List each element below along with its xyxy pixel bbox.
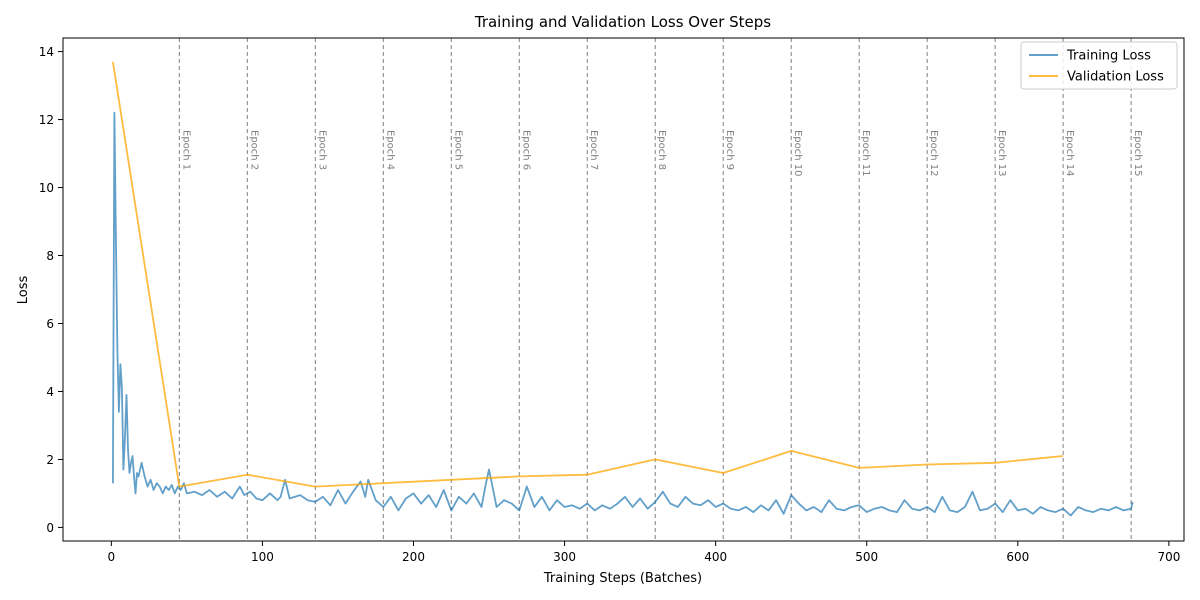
y-tick-label: 8	[46, 249, 54, 263]
x-tick-label: 600	[1006, 550, 1029, 564]
y-tick-label: 14	[39, 45, 54, 59]
epoch-label-5: Epoch 5	[452, 130, 463, 170]
epoch-label-2: Epoch 2	[248, 130, 259, 170]
legend-label-validation: Validation Loss	[1067, 70, 1164, 85]
epoch-label-10: Epoch 10	[792, 130, 803, 177]
y-tick-label: 2	[46, 453, 54, 467]
series-line-training-loss	[112, 111, 1134, 517]
y-axis-ticks: 0 2 4 6 8 10 12 14	[39, 45, 63, 535]
x-tick-label: 700	[1157, 550, 1180, 564]
epoch-label-8: Epoch 8	[656, 130, 667, 170]
legend-box	[1020, 41, 1178, 90]
epoch-label-14: Epoch 14	[1064, 130, 1075, 177]
epoch-label-6: Epoch 6	[520, 130, 531, 170]
x-tick-label: 400	[704, 550, 727, 564]
x-axis-label: Training Steps (Batches)	[543, 571, 702, 586]
x-tick-label: 500	[855, 550, 878, 564]
epoch-label-9: Epoch 9	[724, 130, 735, 170]
y-tick-label: 10	[39, 181, 54, 195]
y-tick-label: 6	[46, 317, 54, 331]
epoch-label-12: Epoch 12	[928, 130, 939, 177]
x-tick-label: 100	[251, 550, 274, 564]
series-lines	[112, 61, 1134, 517]
epoch-markers: Epoch 1 Epoch 2 Epoch 3 Epoch 4 Epoch 5 Epoch…	[178, 38, 1143, 541]
legend: Training Loss Validation Loss	[1020, 41, 1178, 90]
y-tick-label: 12	[39, 113, 54, 127]
epoch-label-4: Epoch 4	[384, 130, 395, 170]
legend-label-training: Training Loss	[1066, 49, 1151, 64]
y-axis-label: Loss	[16, 276, 31, 305]
plot-frame	[62, 37, 1185, 542]
epoch-label-3: Epoch 3	[316, 130, 327, 170]
epoch-label-11: Epoch 11	[860, 130, 871, 177]
series-line-validation-loss	[112, 61, 1064, 488]
epoch-label-15: Epoch 15	[1132, 130, 1143, 177]
x-tick-label: 300	[553, 550, 576, 564]
epoch-label-7: Epoch 7	[588, 130, 599, 170]
chart-title: Training and Validation Loss Over Steps	[474, 13, 771, 31]
x-tick-label: 200	[402, 550, 425, 564]
epoch-label-1: Epoch 1	[180, 130, 191, 170]
y-tick-label: 0	[46, 521, 54, 535]
y-tick-label: 4	[46, 385, 54, 399]
x-tick-label: 0	[108, 550, 116, 564]
x-axis-ticks: 0 100 200 300 400 500 600 700	[108, 541, 1180, 564]
epoch-label-13: Epoch 13	[996, 130, 1007, 177]
